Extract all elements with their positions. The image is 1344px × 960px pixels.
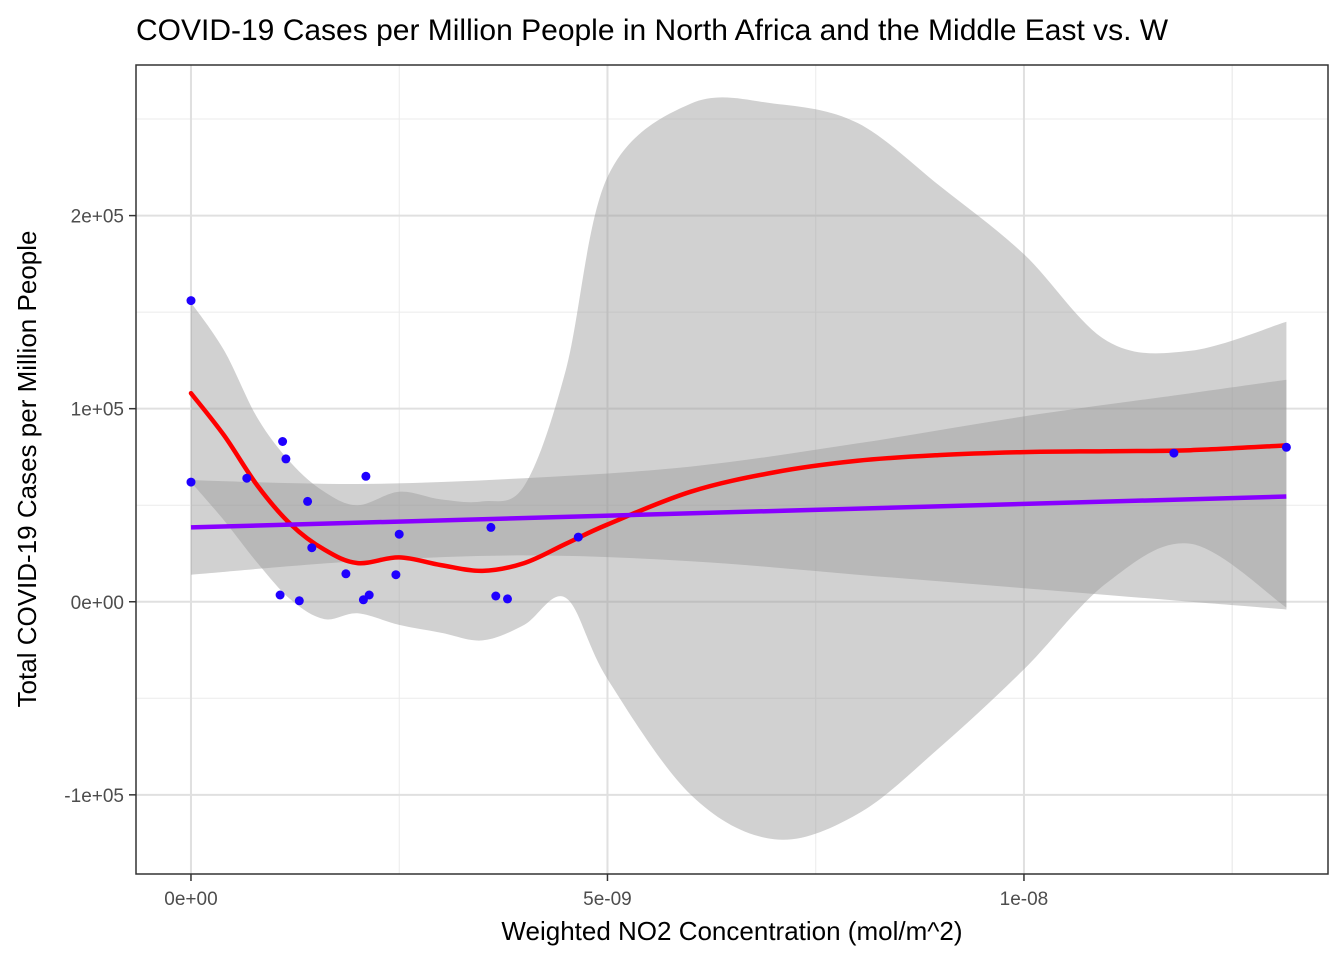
loess-confidence-ribbon [191, 97, 1287, 840]
data-point [303, 496, 313, 506]
data-point [486, 522, 496, 532]
data-points [186, 296, 1291, 606]
data-point [307, 543, 317, 553]
data-point [281, 454, 291, 464]
data-point [1169, 448, 1179, 458]
data-point [341, 569, 351, 579]
y-tick-label: -1e+05 [64, 786, 124, 807]
plot-panel-border [135, 64, 1329, 875]
data-point [294, 596, 304, 606]
data-point [573, 532, 583, 542]
x-axis-title: Weighted NO2 Concentration (mol/m^2) [501, 916, 962, 946]
y-axis-title: Total COVID-19 Cases per Million People [12, 231, 42, 708]
x-tick-label: 5e-09 [583, 889, 632, 910]
confidence-ribbons [191, 97, 1287, 840]
y-axis-ticks: -1e+05 0e+00 1e+05 2e+05 [64, 207, 136, 807]
y-tick-label: 2e+05 [71, 207, 124, 228]
y-tick-label: 1e+05 [71, 400, 124, 421]
data-point [242, 473, 252, 483]
data-point [364, 590, 374, 600]
chart-title: COVID-19 Cases per Million People in Nor… [136, 14, 1169, 47]
x-tick-label: 0e+00 [164, 889, 217, 910]
data-point [186, 477, 196, 487]
y-tick-label: 0e+00 [71, 593, 124, 614]
gridlines [136, 65, 1328, 874]
data-point [361, 471, 371, 481]
x-tick-label: 1e-08 [1000, 889, 1049, 910]
x-axis-ticks: 0e+00 5e-09 1e-08 [164, 874, 1048, 910]
data-point [278, 437, 288, 446]
linear-fit-line [190, 494, 1287, 530]
data-point [503, 594, 512, 604]
linear-confidence-ribbon [191, 379, 1287, 610]
data-point [1281, 442, 1291, 452]
data-point [275, 590, 285, 600]
data-point [186, 296, 196, 306]
data-point [491, 591, 501, 601]
data-point [391, 570, 401, 580]
data-point [394, 529, 404, 539]
